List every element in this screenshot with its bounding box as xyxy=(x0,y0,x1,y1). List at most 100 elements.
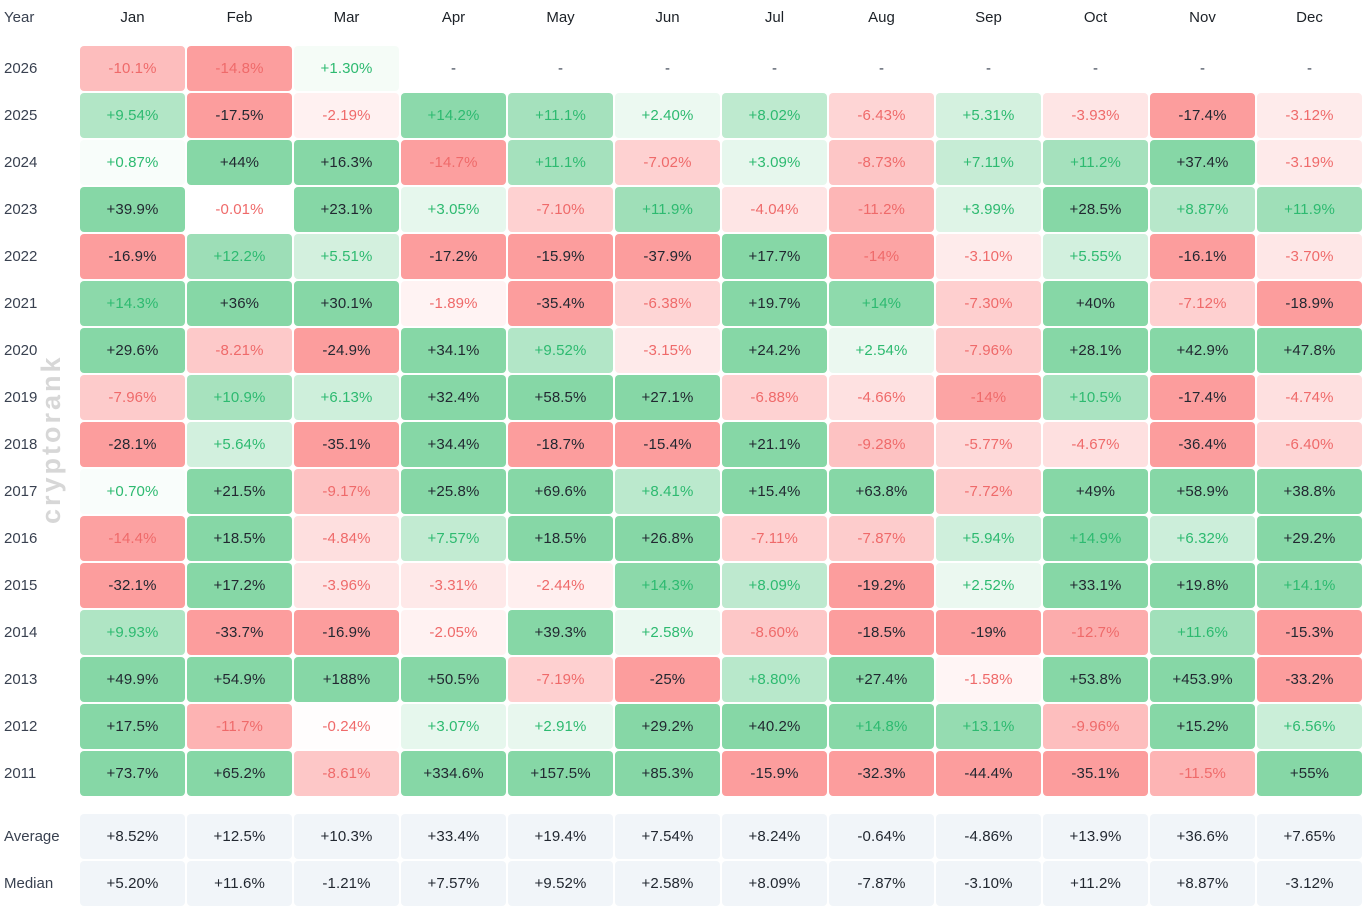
summary-cell: +7.54% xyxy=(615,814,720,859)
return-cell: +2.58% xyxy=(615,610,720,655)
return-cell: -11.5% xyxy=(1150,751,1255,796)
month-header: Nov xyxy=(1189,8,1216,26)
return-cell: -3.10% xyxy=(936,234,1041,279)
year-label: 2025 xyxy=(4,107,38,124)
return-cell: -37.9% xyxy=(615,234,720,279)
return-cell: +49% xyxy=(1043,469,1148,514)
return-cell: -33.7% xyxy=(187,610,292,655)
return-cell: +14.2% xyxy=(401,93,506,138)
table-body: 2026 -10.1% -14.8% +1.30% - - - - - - - - -2025 +9.54… xyxy=(0,46,1366,796)
return-cell: +36% xyxy=(187,281,292,326)
month-header: Dec xyxy=(1296,8,1323,26)
return-cell: +9.93% xyxy=(80,610,185,655)
return-cell: -8.60% xyxy=(722,610,827,655)
return-cell: -44.4% xyxy=(936,751,1041,796)
year-label: 2013 xyxy=(4,671,38,688)
return-cell: +11.9% xyxy=(1257,187,1362,232)
return-cell: -7.19% xyxy=(508,657,613,702)
return-cell: +3.99% xyxy=(936,187,1041,232)
summary-section: Average +8.52% +12.5% +10.3% +33.4% +19.4% +7.… xyxy=(0,814,1366,906)
return-cell: +6.32% xyxy=(1150,516,1255,561)
summary-cell: +7.65% xyxy=(1257,814,1362,859)
year-label: 2019 xyxy=(4,389,38,406)
year-row: 2019 -7.96% +10.9% +6.13% +32.4% +58.5% +27.1%… xyxy=(0,375,1366,420)
return-cell: +14.1% xyxy=(1257,563,1362,608)
return-cell: -32.3% xyxy=(829,751,934,796)
return-cell: +188% xyxy=(294,657,399,702)
return-cell: +8.41% xyxy=(615,469,720,514)
year-row: 2023 +39.9% -0.01% +23.1% +3.05% -7.10% +11.9%… xyxy=(0,187,1366,232)
return-cell: -36.4% xyxy=(1150,422,1255,467)
year-label: 2017 xyxy=(4,483,38,500)
summary-cell: -3.12% xyxy=(1257,861,1362,906)
return-cell: -14% xyxy=(829,234,934,279)
return-cell: +9.54% xyxy=(80,93,185,138)
return-cell: -3.96% xyxy=(294,563,399,608)
return-cell: +5.64% xyxy=(187,422,292,467)
return-cell: +15.2% xyxy=(1150,704,1255,749)
return-cell: +8.87% xyxy=(1150,187,1255,232)
return-cell: +10.9% xyxy=(187,375,292,420)
return-cell: +73.7% xyxy=(80,751,185,796)
return-cell: -25% xyxy=(615,657,720,702)
return-cell: -2.19% xyxy=(294,93,399,138)
return-cell: +14.3% xyxy=(615,563,720,608)
summary-cell: -0.64% xyxy=(829,814,934,859)
return-cell: +8.09% xyxy=(722,563,827,608)
return-cell: +39.9% xyxy=(80,187,185,232)
return-cell: +17.2% xyxy=(187,563,292,608)
year-row: 2022 -16.9% +12.2% +5.51% -17.2% -15.9% -37.9%… xyxy=(0,234,1366,279)
return-cell: -14% xyxy=(936,375,1041,420)
return-cell: -7.12% xyxy=(1150,281,1255,326)
month-header: Sep xyxy=(975,8,1002,26)
year-label: 2015 xyxy=(4,577,38,594)
year-row: 2015 -32.1% +17.2% -3.96% -3.31% -2.44% +14.3%… xyxy=(0,563,1366,608)
year-row: 2011 +73.7% +65.2% -8.61% +334.6% +157.5% +85.… xyxy=(0,751,1366,796)
return-cell: -2.44% xyxy=(508,563,613,608)
return-cell: -7.96% xyxy=(80,375,185,420)
return-cell: +11.1% xyxy=(508,140,613,185)
summary-cell: -3.10% xyxy=(936,861,1041,906)
return-cell: -17.5% xyxy=(187,93,292,138)
return-cell: -0.24% xyxy=(294,704,399,749)
return-cell: -4.74% xyxy=(1257,375,1362,420)
return-cell: -6.43% xyxy=(829,93,934,138)
return-cell: +54.9% xyxy=(187,657,292,702)
year-row: 2016 -14.4% +18.5% -4.84% +7.57% +18.5% +26.8%… xyxy=(0,516,1366,561)
return-cell: +8.80% xyxy=(722,657,827,702)
return-cell: +58.5% xyxy=(508,375,613,420)
return-cell: +24.2% xyxy=(722,328,827,373)
return-cell: +334.6% xyxy=(401,751,506,796)
year-row: 2020 +29.6% -8.21% -24.9% +34.1% +9.52% -3.15%… xyxy=(0,328,1366,373)
return-cell: +5.94% xyxy=(936,516,1041,561)
return-cell: -14.7% xyxy=(401,140,506,185)
return-cell: -3.93% xyxy=(1043,93,1148,138)
return-cell: +11.6% xyxy=(1150,610,1255,655)
return-cell: -17.4% xyxy=(1150,375,1255,420)
summary-cell: -7.87% xyxy=(829,861,934,906)
return-cell: +47.8% xyxy=(1257,328,1362,373)
return-cell: -3.15% xyxy=(615,328,720,373)
year-row: 2025 +9.54% -17.5% -2.19% +14.2% +11.1% +2.40%… xyxy=(0,93,1366,138)
return-cell: -7.02% xyxy=(615,140,720,185)
return-cell: - xyxy=(1257,46,1362,91)
return-cell: +58.9% xyxy=(1150,469,1255,514)
return-cell: -3.31% xyxy=(401,563,506,608)
return-cell: +27.4% xyxy=(829,657,934,702)
return-cell: +10.5% xyxy=(1043,375,1148,420)
return-cell: -15.9% xyxy=(722,751,827,796)
return-cell: +33.1% xyxy=(1043,563,1148,608)
summary-cell: -1.21% xyxy=(294,861,399,906)
return-cell: +34.4% xyxy=(401,422,506,467)
return-cell: -24.9% xyxy=(294,328,399,373)
return-cell: - xyxy=(1150,46,1255,91)
return-cell: +157.5% xyxy=(508,751,613,796)
return-cell: +6.13% xyxy=(294,375,399,420)
month-headers: Jan Feb Mar Apr May Jun Jul Aug Sep Oct Nov Dec xyxy=(80,9,1364,26)
return-cell: -3.70% xyxy=(1257,234,1362,279)
return-cell: +18.5% xyxy=(187,516,292,561)
return-cell: +50.5% xyxy=(401,657,506,702)
return-cell: +9.52% xyxy=(508,328,613,373)
return-cell: +3.09% xyxy=(722,140,827,185)
return-cell: +5.55% xyxy=(1043,234,1148,279)
